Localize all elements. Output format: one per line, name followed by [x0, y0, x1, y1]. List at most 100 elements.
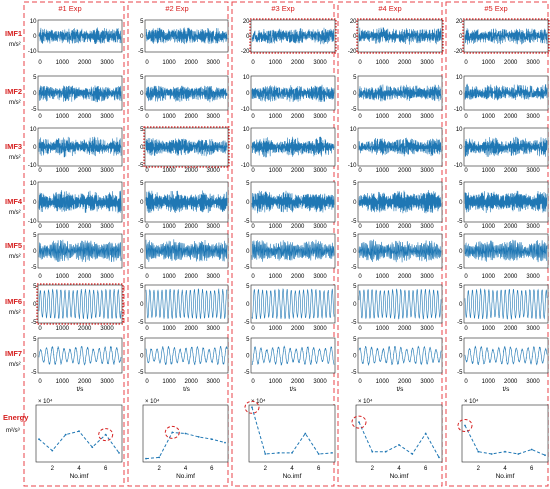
energy-plot-exp1: × 10⁴ 2 4 6 No.imf [35, 398, 123, 480]
y-tick-label: 5 [459, 233, 463, 239]
x-tick-label: 3000 [100, 326, 114, 332]
experiment-frame-1 [23, 1, 125, 487]
x-tick-label: 1000 [56, 114, 70, 120]
row-unit-imf1: m/s² [9, 42, 21, 48]
x-tick-label: 1000 [56, 326, 70, 332]
x-tick-label: 3000 [313, 274, 327, 280]
signal-trace [38, 27, 122, 45]
energy-x-tick-label: 6 [317, 466, 321, 472]
subplot-imf1-exp5: 200-200 1000 2000 3000 [454, 19, 549, 66]
signal-trace [464, 190, 548, 214]
y-tick-label: 5 [353, 75, 357, 81]
x-tick-label: 0 [145, 168, 149, 174]
x-tick-label: 2000 [78, 379, 92, 385]
highlighted-subplot [36, 283, 124, 325]
x-tick-label: 1000 [269, 379, 283, 385]
x-tick-label: 0 [38, 274, 42, 280]
y-tick-label: 0 [140, 200, 144, 206]
energy-x-tick-label: 6 [210, 466, 214, 472]
energy-point [197, 436, 200, 438]
x-tick-label: 2000 [398, 60, 412, 66]
y-tick-label: 0 [353, 145, 357, 151]
y-tick-label: -5 [457, 370, 463, 376]
y-tick-label: 5 [140, 19, 144, 25]
x-tick-label: 2000 [291, 168, 305, 174]
energy-point [517, 453, 520, 455]
signal-trace [38, 239, 122, 263]
energy-point [51, 449, 54, 452]
x-tick-label: 0 [38, 224, 42, 230]
x-tick-label: 1000 [376, 274, 390, 280]
x-tick-label: 3000 [206, 379, 220, 385]
x-tick-label: 1000 [56, 274, 70, 280]
energy-point [277, 452, 280, 454]
energy-axes-box [355, 404, 443, 463]
x-tick-label: 0 [251, 379, 255, 385]
x-tick-label: 1000 [269, 274, 283, 280]
signal-trace [464, 28, 548, 45]
x-tick-label: 0 [358, 114, 362, 120]
energy-scale-label: × 10⁴ [38, 398, 53, 405]
energy-point [171, 431, 174, 434]
x-tick-label: 2000 [504, 114, 518, 120]
subplot-imf4-exp5: 50-50 1000 2000 3000 [457, 181, 549, 230]
y-tick-label: 10 [30, 19, 37, 25]
subplot-imf1-exp1: 100-100 1000 2000 3000 [28, 19, 123, 66]
row-label-imf7: IMF7 [5, 349, 22, 358]
y-tick-label: -5 [138, 370, 144, 376]
row-unit-imf5: m/s² [9, 254, 21, 260]
energy-axes-box [35, 404, 123, 463]
signal-trace [251, 136, 335, 158]
y-tick-label: 10 [456, 75, 463, 81]
signal-trace [145, 239, 228, 262]
y-tick-label: 0 [246, 249, 250, 255]
energy-point [304, 432, 307, 435]
x-tick-label: 2000 [291, 326, 305, 332]
x-tick-label: 3000 [526, 274, 540, 280]
energy-point [331, 452, 333, 454]
energy-x-tick-label: 2 [477, 466, 481, 472]
energy-point [291, 452, 293, 454]
highlight-markers [36, 18, 550, 325]
y-tick-label: 0 [33, 145, 37, 151]
y-tick-label: -20 [348, 49, 357, 55]
y-tick-label: 0 [459, 354, 463, 360]
y-tick-label: -5 [138, 163, 144, 169]
x-tick-label: 3000 [100, 114, 114, 120]
y-tick-label: 0 [140, 302, 144, 308]
y-tick-label: 5 [33, 75, 37, 81]
x-tick-label: 2000 [504, 274, 518, 280]
subplot-imf6-exp1: 50-50 1000 2000 3000 [31, 284, 123, 332]
y-tick-label: 0 [353, 34, 357, 40]
y-tick-label: 5 [33, 284, 37, 290]
y-tick-label: 5 [140, 284, 144, 290]
energy-x-tick-label: 6 [104, 466, 108, 472]
x-tick-label: 3000 [526, 224, 540, 230]
subplot-imf4-exp4: 50-50 1000 2000 3000 [351, 181, 443, 230]
y-tick-label: -5 [457, 219, 463, 225]
x-tick-label: 0 [464, 224, 468, 230]
x-tick-label: 3000 [313, 114, 327, 120]
x-tick-label: 1000 [376, 326, 390, 332]
subplot-imf1-exp3: 200-200 1000 2000 3000 [241, 19, 336, 66]
x-tick-label: 0 [38, 168, 42, 174]
x-tick-label: 2000 [504, 168, 518, 174]
subplot-imf3-exp2: 50-50 1000 2000 3000 [138, 127, 229, 174]
y-tick-label: 10 [243, 75, 250, 81]
subplot-imf6-exp4: 50-50 1000 2000 3000 [351, 284, 443, 332]
row-label-imf6: IMF6 [5, 297, 22, 306]
row-label-imf1: IMF1 [5, 29, 22, 38]
x-tick-label: 1000 [376, 379, 390, 385]
x-tick-label: 2000 [78, 274, 92, 280]
signal-trace [358, 137, 442, 157]
x-tick-label: 2000 [78, 60, 92, 66]
x-tick-label: 3000 [420, 60, 434, 66]
y-tick-label: 10 [243, 127, 250, 133]
x-tick-label: 0 [38, 60, 42, 66]
y-tick-label: 0 [459, 249, 463, 255]
x-tick-label: 3000 [313, 224, 327, 230]
signal-trace [38, 85, 122, 103]
y-tick-label: -5 [457, 320, 463, 326]
x-tick-label: 3000 [100, 379, 114, 385]
